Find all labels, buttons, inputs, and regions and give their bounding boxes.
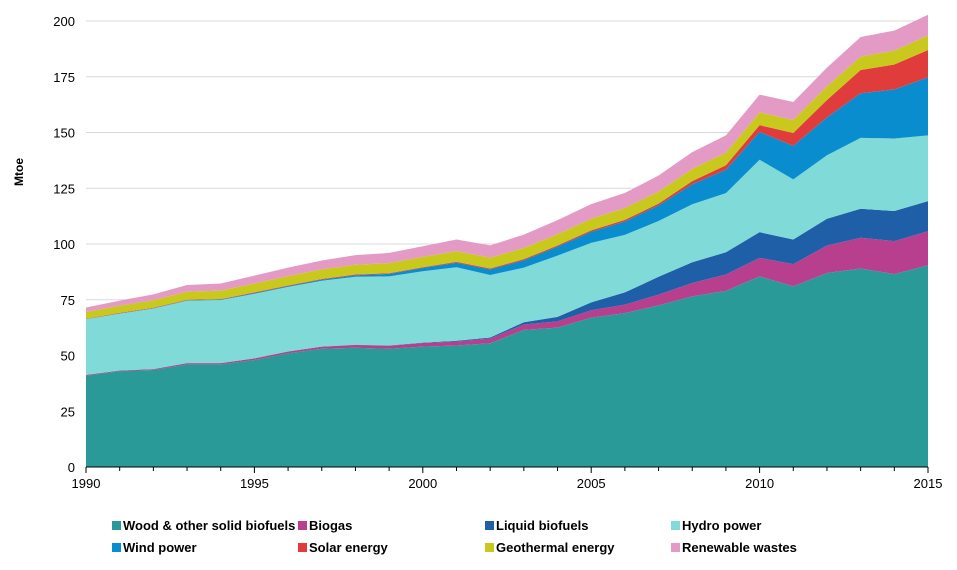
y-tick-label: 75 <box>61 293 75 308</box>
x-tick-label: 1995 <box>240 476 269 491</box>
area-series-geothermal-energy <box>86 35 928 319</box>
y-tick-label: 125 <box>53 181 75 196</box>
legend-swatch <box>671 521 680 530</box>
plot-areas <box>86 14 928 467</box>
legend-label: Wood & other solid biofuels <box>123 518 295 533</box>
legend-swatch <box>485 543 494 552</box>
legend-swatch <box>112 521 121 530</box>
x-tick-label: 2015 <box>914 476 943 491</box>
legend-label: Renewable wastes <box>682 540 797 555</box>
y-tick-label: 50 <box>61 349 75 364</box>
y-axis-title: Mtoe <box>12 158 26 186</box>
legend-swatch <box>298 543 307 552</box>
legend-swatch <box>112 543 121 552</box>
area-series-renewable-wastes <box>86 14 928 313</box>
y-tick-label: 25 <box>61 404 75 419</box>
legend-swatch <box>298 521 307 530</box>
x-tick-label: 2000 <box>408 476 437 491</box>
legend-label: Liquid biofuels <box>496 518 588 533</box>
y-tick-label: 150 <box>53 126 75 141</box>
axes: 0 25 50 75 100 125 150 175 200 1990 1995 2000 2005 20… <box>53 14 942 491</box>
x-tick-label: 2010 <box>745 476 774 491</box>
legend-label: Wind power <box>123 540 197 555</box>
x-tick-label: 1990 <box>72 476 101 491</box>
legend-label: Biogas <box>309 518 352 533</box>
area-series-biogas <box>86 231 928 376</box>
area-series-hydro-power <box>86 135 928 375</box>
legend-label: Solar energy <box>309 540 389 555</box>
y-tick-label: 0 <box>68 460 75 475</box>
y-tick-label: 100 <box>53 237 75 252</box>
area-series-wind-power <box>86 77 928 320</box>
x-tick-label: 2005 <box>577 476 606 491</box>
legend-label: Geothermal energy <box>496 540 615 555</box>
y-tick-label: 200 <box>53 14 75 29</box>
area-series-liquid-biofuels <box>86 201 928 375</box>
legend-label: Hydro power <box>682 518 761 533</box>
legend-swatch <box>485 521 494 530</box>
area-series-wood-other-solid-biofuels <box>86 265 928 467</box>
y-tick-label: 175 <box>53 70 75 85</box>
legend-swatch <box>671 543 680 552</box>
legend: Wood & other solid biofuels Biogas Liquid … <box>112 518 797 555</box>
